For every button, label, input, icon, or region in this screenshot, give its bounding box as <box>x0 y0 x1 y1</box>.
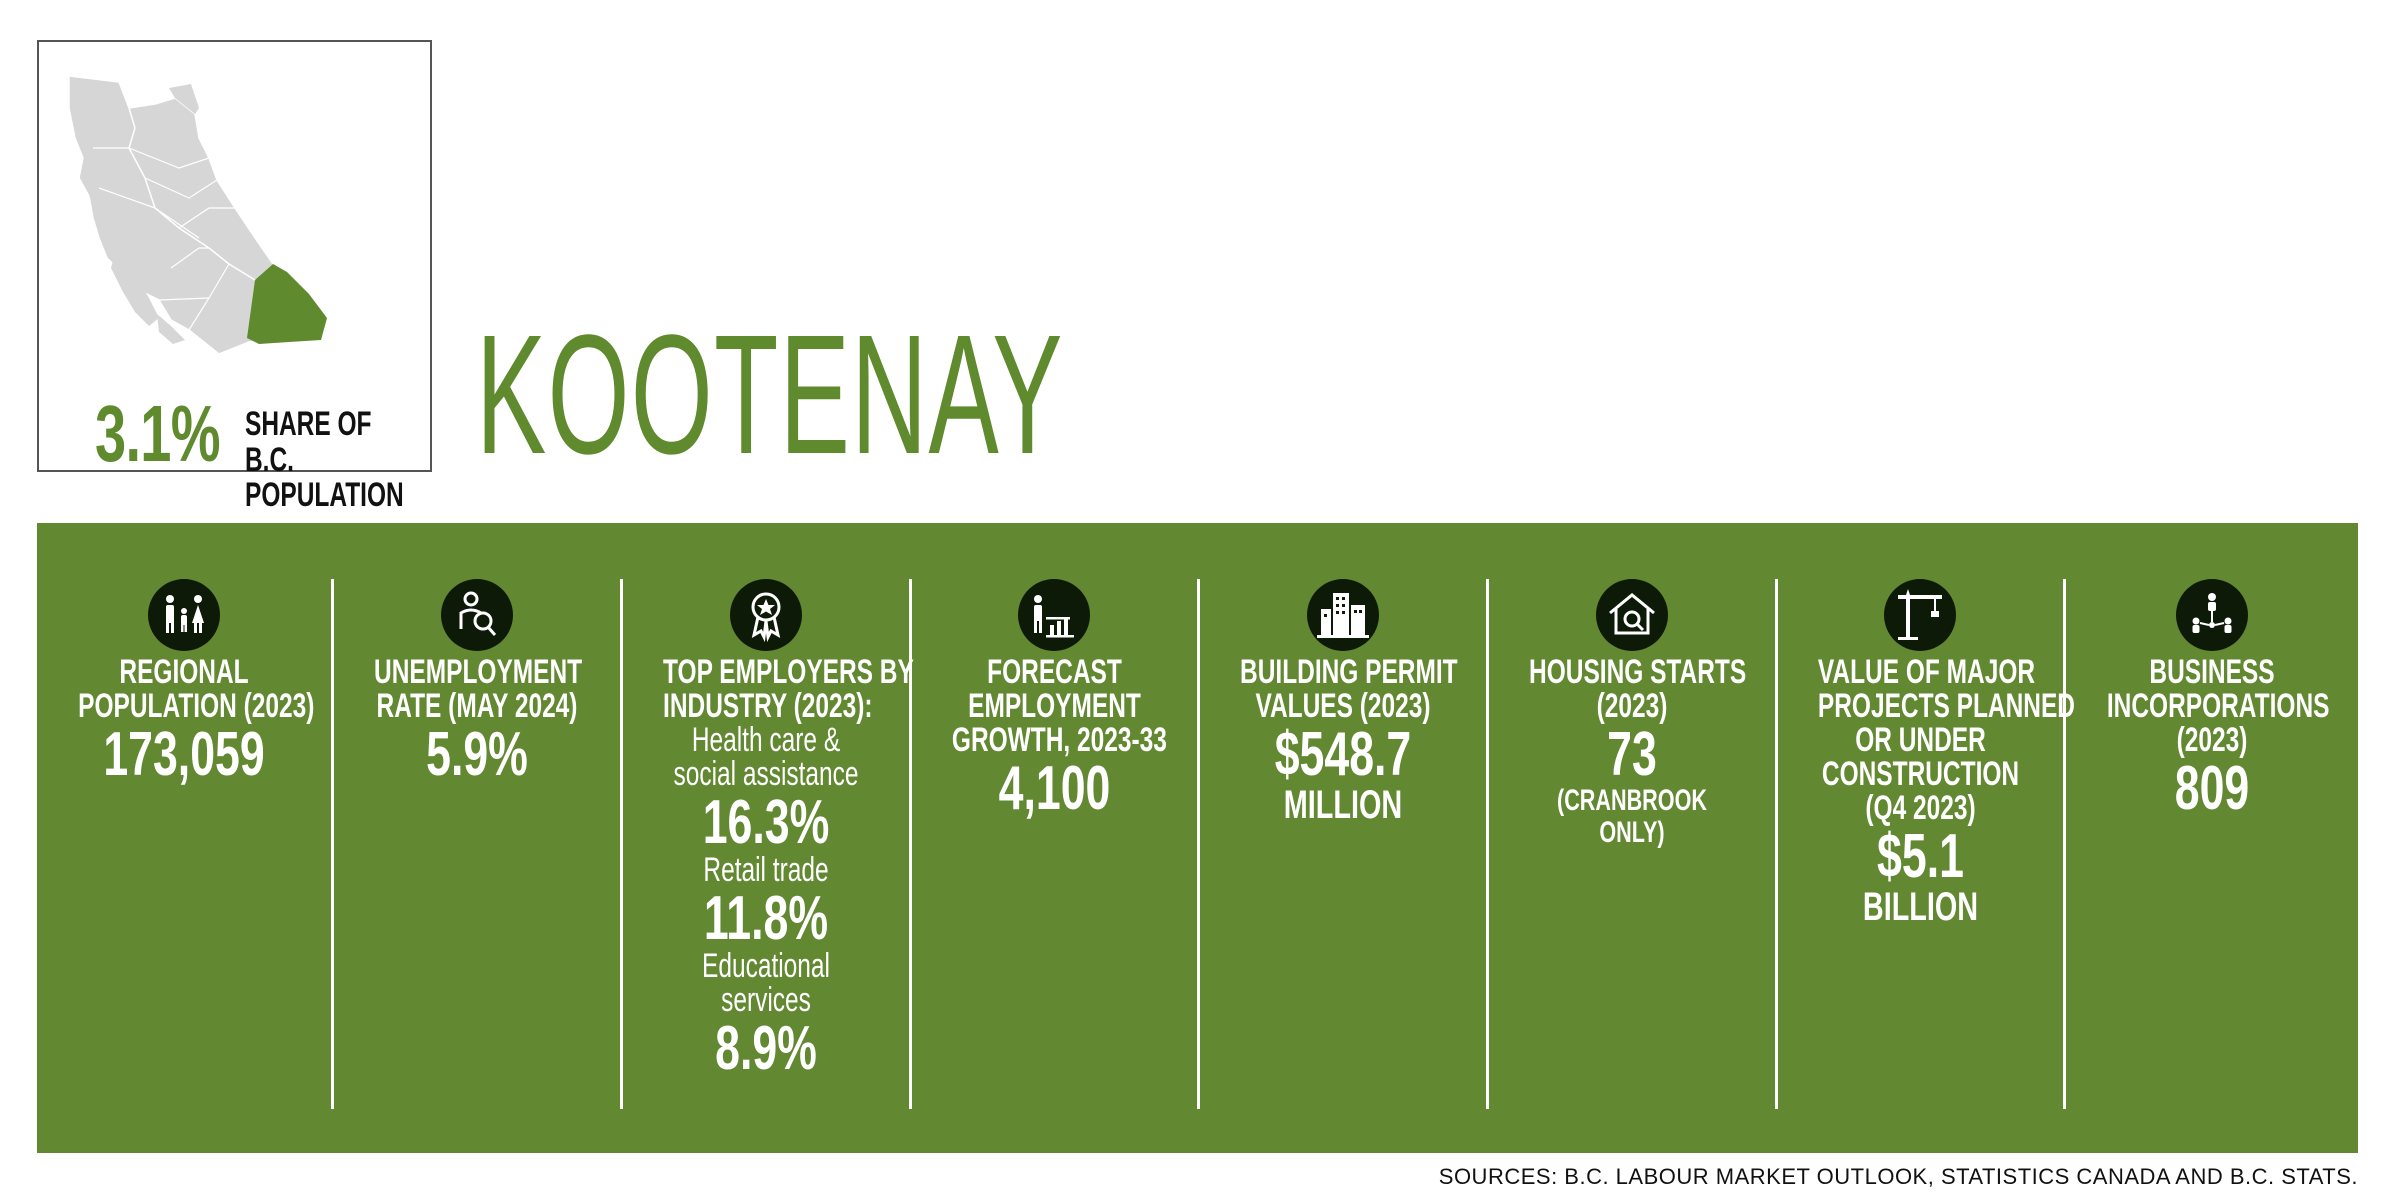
stat-unit: BILLION <box>1862 885 1979 929</box>
stat-housing-starts: HOUSING STARTS (2023) 73 (CRANBROOK ONLY… <box>1489 523 1775 1153</box>
column-divider <box>1775 579 1778 1109</box>
stat-unit: MILLION <box>1283 783 1403 827</box>
industry-name: Educational <box>702 947 830 985</box>
stat-forecast-employment-growth: FORECAST EMPLOYMENT GROWTH, 2023-33 4,10… <box>912 523 1197 1153</box>
stat-value: 73 <box>1607 720 1657 789</box>
stat-building-permit-values: BUILDING PERMIT VALUES (2023) $548.7 MIL… <box>1200 523 1486 1153</box>
growth-chart-icon <box>1018 579 1090 651</box>
industry-name: Health care & <box>691 721 841 759</box>
industry-name: social assistance <box>673 755 859 793</box>
stat-regional-population: REGIONAL POPULATION (2023) 173,059 <box>37 523 331 1153</box>
sources-footnote: SOURCES: B.C. LABOUR MARKET OUTLOOK, STA… <box>1438 1164 2358 1189</box>
stat-value: 5.9% <box>426 720 528 789</box>
column-divider <box>2063 579 2066 1109</box>
stat-value: $548.7 <box>1274 720 1412 789</box>
business-network-icon <box>2176 579 2248 651</box>
stat-major-projects-value: VALUE OF MAJOR PROJECTS PLANNED OR UNDER… <box>1778 523 2075 1153</box>
share-percent: 3.1% <box>95 389 221 478</box>
stats-band: REGIONAL POPULATION (2023) 173,059 UNEMP… <box>37 523 2358 1153</box>
stat-value: $5.1 <box>1877 822 1964 891</box>
region-map-card: 3.1% SHARE OF B.C. POPULATION <box>37 40 432 513</box>
stat-top-employers: TOP EMPLOYERS BY INDUSTRY (2023): Health… <box>623 523 914 1153</box>
stat-value: 809 <box>2174 754 2250 823</box>
stat-value: 173,059 <box>103 720 265 789</box>
industry-share: 16.3% <box>702 788 830 857</box>
column-divider <box>1486 579 1489 1109</box>
bc-map-icon <box>68 75 327 355</box>
award-ribbon-icon <box>730 579 802 651</box>
column-divider <box>620 579 623 1109</box>
stat-value: 4,100 <box>998 754 1111 823</box>
industry-share: 11.8% <box>703 884 829 953</box>
stat-business-incorporations: BUSINESS INCORPORATIONS (2023) 809 <box>2066 523 2358 1153</box>
buildings-icon <box>1307 579 1379 651</box>
stat-note: (CRANBROOK <box>1556 784 1707 817</box>
stat-note: ONLY) <box>1599 816 1665 849</box>
kootenay-region-highlight <box>247 264 327 344</box>
stat-unemployment-rate: UNEMPLOYMENT RATE (MAY 2024) 5.9% <box>334 523 620 1153</box>
job-search-icon <box>441 579 513 651</box>
construction-crane-icon <box>1884 579 1956 651</box>
industry-name: services <box>721 981 811 1019</box>
industry-share: 8.9% <box>715 1014 817 1083</box>
region-title: KOOTENAY <box>476 300 1064 490</box>
share-label: SHARE OF B.C. POPULATION <box>245 405 404 515</box>
column-divider <box>331 579 334 1109</box>
column-divider <box>1197 579 1200 1109</box>
column-divider <box>909 579 912 1109</box>
industry-name: Retail trade <box>703 851 829 889</box>
family-icon <box>148 579 220 651</box>
house-search-icon <box>1596 579 1668 651</box>
